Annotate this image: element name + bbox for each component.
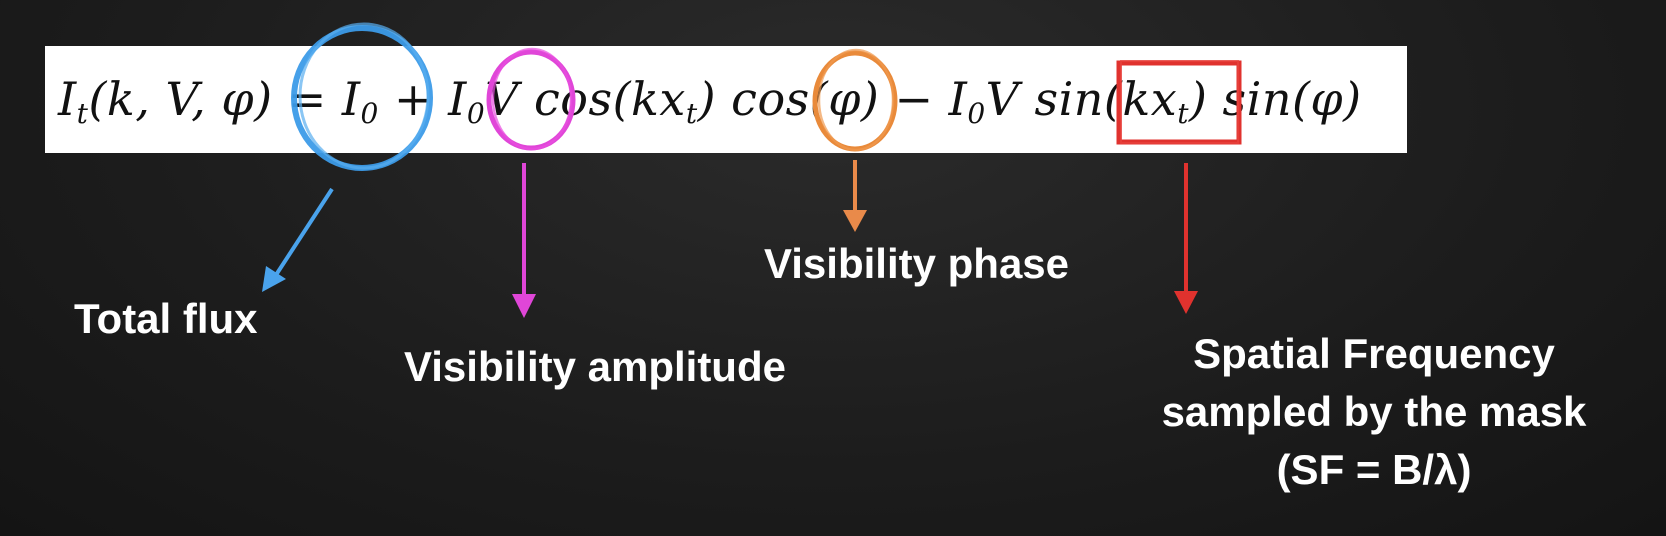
total-flux-circle bbox=[291, 22, 433, 171]
total-flux-arrow bbox=[262, 187, 334, 292]
total-flux-label: Total flux bbox=[74, 295, 258, 342]
spatial-frequency-arrow bbox=[1174, 163, 1198, 314]
spatial-frequency-box bbox=[1116, 60, 1242, 145]
spatial-frequency-label-line: sampled by the mask bbox=[1161, 388, 1587, 435]
visibility-phase-label: Visibility phase bbox=[764, 240, 1070, 287]
visibility-amplitude-label: Visibility amplitude bbox=[404, 343, 786, 390]
equation: It(k, V, φ) = I0 + I0V cos(kxt) cos(φ) −… bbox=[58, 72, 1362, 130]
visibility-phase-circle bbox=[812, 48, 898, 152]
spatial-frequency-label-line: (SF = B/λ) bbox=[1276, 446, 1472, 493]
spatial-frequency-label-line: Spatial Frequency bbox=[1193, 330, 1555, 377]
visibility-phase-arrow bbox=[843, 160, 867, 232]
visibility-amplitude-arrow bbox=[512, 163, 536, 318]
spatial-frequency-label: Spatial Frequency sampled by the mask (S… bbox=[1114, 325, 1634, 499]
visibility-amplitude-circle bbox=[486, 47, 576, 151]
